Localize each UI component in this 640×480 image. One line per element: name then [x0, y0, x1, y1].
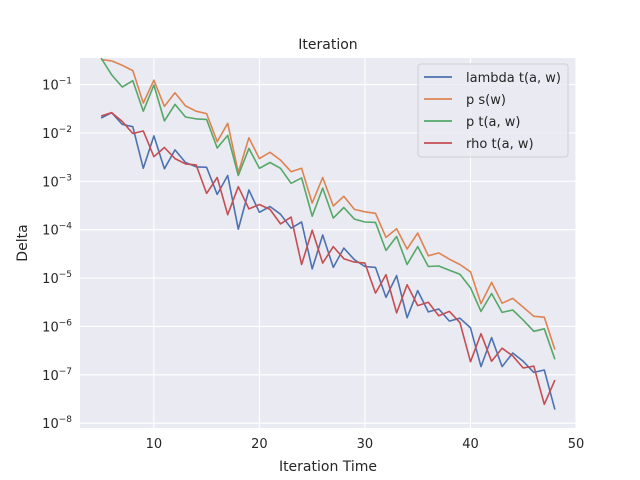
series-line-1	[100, 111, 556, 410]
legend-label-2: p s(w)	[466, 93, 506, 108]
chart-title: Iteration	[298, 37, 357, 53]
tick-labels: 10 20 30 40 50 10−1 10−2 10−3 10−4 10−5 10−6 10−7 10…	[42, 77, 584, 452]
y-tick-label: 10−8	[42, 415, 72, 432]
legend: lambda t(a, w) p s(w) p t(a, w) rho t(a, w)	[417, 63, 569, 158]
x-axis-label: Iteration Time	[279, 459, 377, 475]
y-tick-label: 10−1	[42, 77, 72, 94]
x-tick-label: 20	[251, 437, 268, 452]
series-line-3	[100, 57, 556, 360]
x-tick-label: 10	[146, 437, 163, 452]
series-line-4	[100, 111, 556, 406]
series-line-2	[100, 58, 556, 350]
x-tick-label: 30	[357, 437, 374, 452]
y-tick-label: 10−4	[42, 222, 72, 239]
y-axis-label: Delta	[15, 224, 31, 261]
x-tick-label: 40	[462, 437, 479, 452]
x-tick-label: 50	[568, 437, 585, 452]
legend-box	[417, 63, 569, 158]
legend-label-4: rho t(a, w)	[466, 137, 534, 152]
legend-label-3: p t(a, w)	[466, 115, 521, 130]
legend-label-1: lambda t(a, w)	[466, 71, 561, 86]
y-tick-label: 10−5	[42, 270, 72, 287]
y-tick-label: 10−3	[42, 173, 72, 190]
y-tick-label: 10−2	[42, 125, 72, 142]
series-lines	[100, 57, 556, 410]
y-tick-label: 10−7	[42, 367, 72, 384]
grid	[80, 58, 577, 428]
y-tick-label: 10−6	[42, 318, 72, 335]
